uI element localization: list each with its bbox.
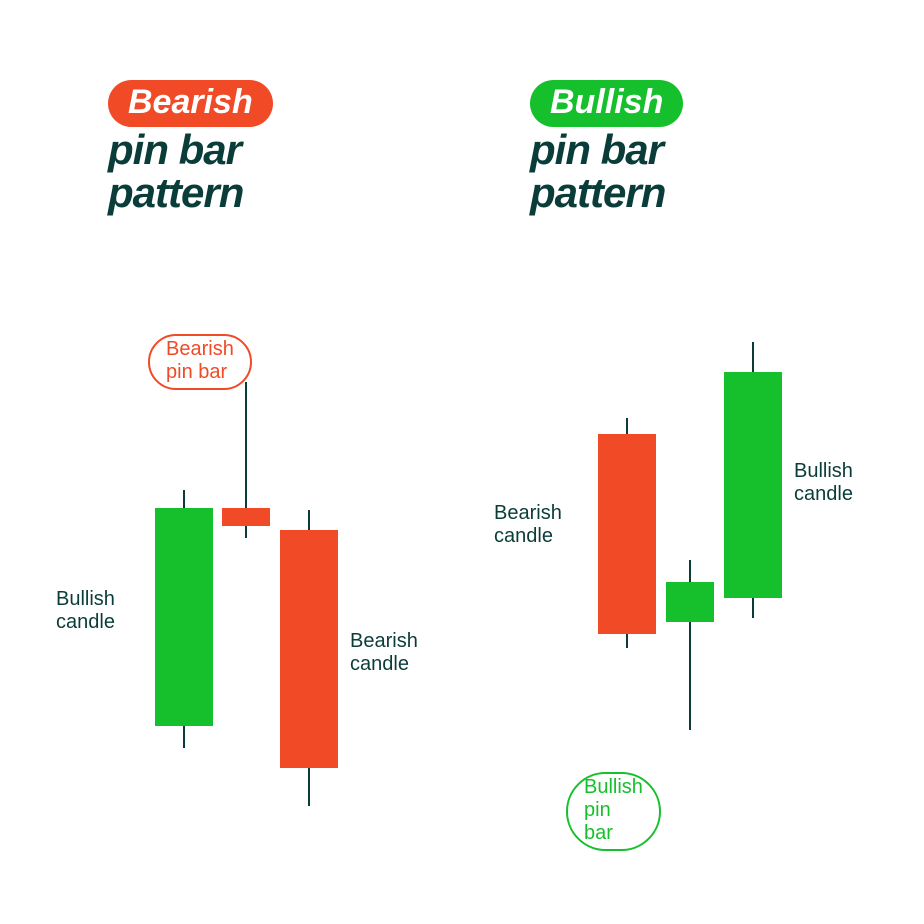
wick-top [245, 382, 247, 508]
bearish-pill: Bearish [108, 80, 273, 127]
candle-body [222, 508, 270, 526]
wick-bottom [752, 598, 754, 618]
bullish-pin-bar-label: Bullish pin bar [566, 772, 661, 851]
bearish-title-block: Bearish pin bar pattern [108, 80, 273, 215]
bullish-title-block: Bullish pin bar pattern [530, 80, 683, 215]
bearish-subtitle-2: pattern [108, 172, 273, 215]
bullish-subtitle-1: pin bar [530, 129, 683, 172]
bearish-pin-bar-label: Bearish pin bar [148, 334, 252, 390]
diagram-root: Bearish pin bar pattern Bearish pin bar … [0, 0, 924, 924]
wick-top [626, 418, 628, 434]
bullish-subtitle-2: pattern [530, 172, 683, 215]
candle-body [724, 372, 782, 598]
label-bullish-candle-right: Bullish candle [794, 460, 853, 506]
candle-body [598, 434, 656, 634]
wick-top [183, 490, 185, 508]
wick-bottom [626, 634, 628, 648]
label-bullish-candle-left: Bullish candle [56, 588, 115, 634]
candle-body [155, 508, 213, 726]
wick-top [308, 510, 310, 530]
wick-bottom [183, 726, 185, 748]
label-bearish-candle-right: Bearish candle [494, 502, 562, 548]
wick-bottom [245, 526, 247, 538]
bullish-pill: Bullish [530, 80, 683, 127]
candle-body [666, 582, 714, 622]
wick-bottom [689, 622, 691, 730]
label-bearish-candle-left: Bearish candle [350, 630, 418, 676]
bearish-subtitle-1: pin bar [108, 129, 273, 172]
wick-bottom [308, 768, 310, 806]
wick-top [689, 560, 691, 582]
wick-top [752, 342, 754, 372]
candle-body [280, 530, 338, 768]
